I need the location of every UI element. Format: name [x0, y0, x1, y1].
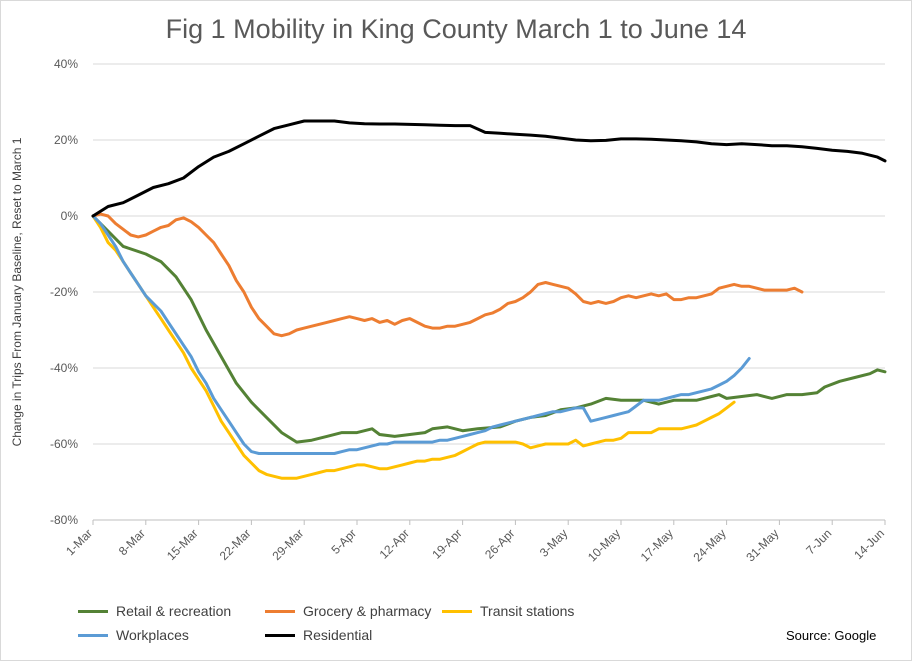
- series-line-transit-stations: [91, 214, 736, 480]
- y-tick-label: -40%: [50, 361, 78, 375]
- series-lines: [91, 119, 887, 480]
- y-tick-label: 0%: [61, 209, 79, 223]
- axes: 40% 20% 0% -20% -40% -60% -80%1-Mar 8-Mar 15-Mar…: [50, 57, 887, 564]
- y-tick-label: -60%: [50, 437, 78, 451]
- x-tick-label: 5-Apr: [328, 526, 359, 557]
- y-tick-label: 40%: [54, 57, 78, 71]
- x-tick-label: 3-May: [537, 526, 570, 559]
- x-tick-label: 17-May: [638, 526, 676, 564]
- x-tick-label: 24-May: [691, 526, 729, 564]
- y-axis-title: Change in Trips From January Baseline, R…: [10, 137, 24, 446]
- series-line-retail-recreation: [91, 214, 887, 444]
- y-tick-label: 20%: [54, 133, 78, 147]
- x-tick-label: 12-Apr: [377, 526, 412, 561]
- y-tick-label: -80%: [50, 513, 78, 527]
- source-note: Source: Google: [786, 628, 877, 643]
- x-tick-label: 1-Mar: [63, 526, 95, 558]
- x-tick-label: 19-Apr: [429, 526, 464, 561]
- x-tick-label: 8-Mar: [116, 526, 148, 558]
- x-tick-label: 10-May: [585, 526, 623, 564]
- y-tick-label: -20%: [50, 285, 78, 299]
- series-line-residential: [91, 119, 887, 218]
- x-tick-label: 22-Mar: [217, 526, 254, 563]
- x-tick-label: 14-Jun: [851, 526, 887, 562]
- x-tick-label: 31-May: [743, 526, 781, 564]
- x-tick-label: 7-Jun: [803, 526, 834, 557]
- series-line-workplaces: [91, 214, 751, 455]
- series-line-grocery-pharmacy: [91, 212, 804, 338]
- chart-title: Fig 1 Mobility in King County March 1 to…: [165, 14, 747, 44]
- x-tick-label: 26-Apr: [482, 526, 517, 561]
- x-tick-label: 15-Mar: [164, 526, 201, 563]
- x-tick-label: 29-Mar: [270, 526, 307, 563]
